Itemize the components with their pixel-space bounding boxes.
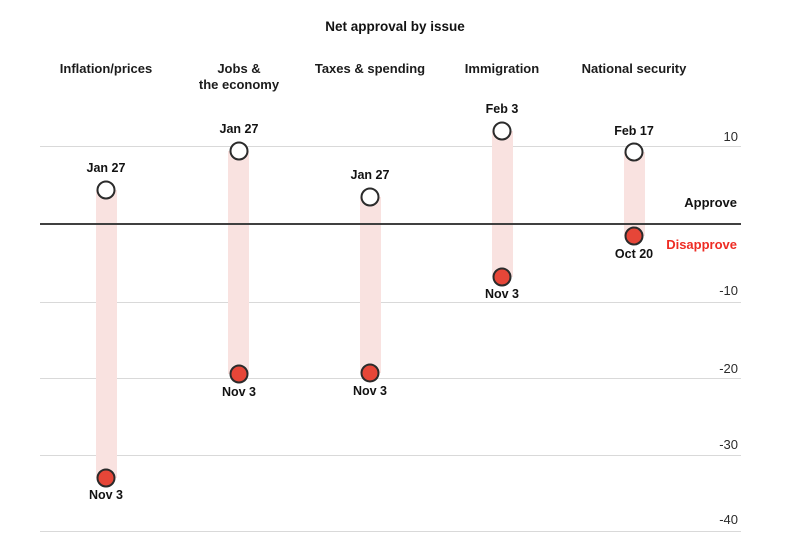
range-band-taxes <box>360 197 381 373</box>
end-date-label: Oct 20 <box>614 247 654 261</box>
disapprove-label: Disapprove <box>666 237 737 252</box>
zero-axis-line <box>40 223 741 225</box>
end-date-label: Nov 3 <box>221 385 257 399</box>
start-date-label: Jan 27 <box>219 122 259 136</box>
range-band-inflation <box>96 190 117 478</box>
end-dot-jobs <box>229 364 249 384</box>
ytick-neg10: -10 <box>719 283 738 298</box>
range-band-immigration <box>492 131 513 277</box>
start-dot-jobs <box>229 141 249 161</box>
gridline-10 <box>40 146 741 147</box>
start-dot-inflation <box>96 180 116 200</box>
gridline-neg10 <box>40 302 741 303</box>
column-header-immigration: Immigration <box>464 61 540 76</box>
range-band-security <box>624 152 645 236</box>
end-dot-security <box>624 226 644 246</box>
start-dot-immigration <box>492 121 512 141</box>
approve-label: Approve <box>684 195 737 210</box>
column-header-security: National security <box>581 61 687 76</box>
end-date-label: Nov 3 <box>484 287 520 301</box>
column-header-taxes: Taxes & spending <box>314 61 426 76</box>
gridline-neg40 <box>40 531 741 532</box>
start-date-label: Feb 3 <box>485 102 519 116</box>
column-header-jobs: Jobs & the economy <box>198 61 280 92</box>
ytick-neg20: -20 <box>719 361 738 376</box>
column-header-inflation: Inflation/prices <box>59 61 153 76</box>
end-dot-taxes <box>360 363 380 383</box>
gridline-neg30 <box>40 455 741 456</box>
start-dot-security <box>624 142 644 162</box>
ytick-neg30: -30 <box>719 437 738 452</box>
range-band-jobs <box>228 151 249 374</box>
start-date-label: Feb 17 <box>614 124 654 138</box>
chart-title: Net approval by issue <box>325 19 465 34</box>
end-dot-inflation <box>96 468 116 488</box>
start-date-label: Jan 27 <box>86 161 126 175</box>
start-date-label: Jan 27 <box>350 168 390 182</box>
ytick-neg40: -40 <box>719 512 738 527</box>
gridline-neg20 <box>40 378 741 379</box>
start-dot-taxes <box>360 187 380 207</box>
ytick-10: 10 <box>723 129 738 144</box>
end-date-label: Nov 3 <box>88 488 124 502</box>
end-date-label: Nov 3 <box>352 384 388 398</box>
end-dot-immigration <box>492 267 512 287</box>
